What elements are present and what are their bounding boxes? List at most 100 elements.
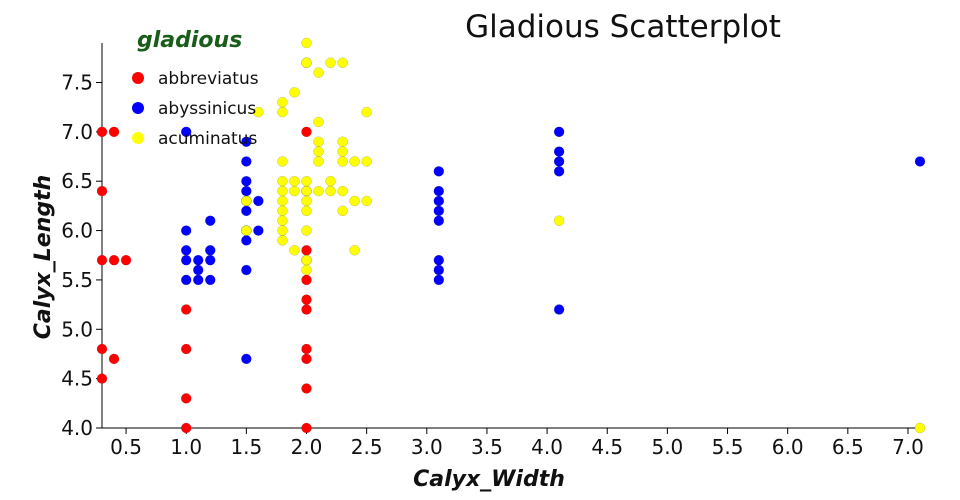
- data-point: [553, 126, 565, 138]
- x-tick-label: 2.5: [351, 435, 383, 459]
- data-point: [205, 254, 216, 266]
- data-point: [253, 106, 264, 118]
- data-point: [361, 106, 372, 118]
- data-point: [361, 156, 372, 167]
- axes: [101, 43, 920, 429]
- data-point: [253, 225, 264, 236]
- data-point: [313, 136, 324, 147]
- legend-marker: [132, 102, 144, 114]
- data-point: [180, 274, 192, 286]
- data-point: [301, 383, 312, 394]
- data-point: [192, 264, 204, 276]
- x-tick-label: 0.5: [110, 435, 142, 459]
- data-point: [313, 156, 324, 167]
- data-point: [325, 175, 336, 187]
- data-point: [433, 205, 445, 217]
- legend-label: abyssinicus: [158, 99, 256, 119]
- data-point: [301, 245, 312, 256]
- data-point: [301, 343, 312, 355]
- data-point: [553, 166, 565, 177]
- data-point: [180, 304, 192, 315]
- data-point: [349, 195, 360, 207]
- data-point: [433, 185, 445, 197]
- legend-marker: [132, 132, 144, 144]
- data-point: [180, 225, 192, 236]
- data-point: [277, 225, 288, 236]
- data-point: [289, 185, 300, 197]
- data-point: [301, 126, 312, 138]
- data-point: [313, 185, 324, 197]
- legend: gladious abbreviatus abyssinicus acuminatu…: [132, 28, 259, 149]
- data-point: [96, 343, 108, 355]
- data-point: [349, 245, 360, 256]
- x-tick-label: 3.5: [471, 435, 503, 459]
- data-point: [205, 245, 216, 256]
- data-point: [180, 245, 192, 256]
- data-point: [241, 195, 252, 207]
- series-abyssinicus: [180, 126, 926, 365]
- data-point: [277, 106, 288, 118]
- data-point: [325, 185, 336, 197]
- data-point: [180, 126, 192, 138]
- data-point: [914, 422, 926, 434]
- data-point: [96, 126, 108, 138]
- series-abbreviatus: [96, 126, 312, 434]
- data-point: [277, 195, 288, 207]
- x-tick-label: 7.0: [892, 435, 924, 459]
- y-axis-title: Calyx_Length: [31, 175, 56, 340]
- data-point: [337, 205, 348, 217]
- data-point: [253, 195, 264, 207]
- data-point: [289, 87, 300, 98]
- x-tick-label: 4.5: [591, 435, 623, 459]
- x-tick-label: 2.0: [291, 435, 323, 459]
- data-point: [277, 96, 288, 108]
- legend-items: abbreviatus abyssinicus acuminatus: [132, 69, 259, 149]
- data-point: [337, 156, 348, 167]
- data-point: [277, 175, 288, 187]
- data-point: [337, 57, 348, 68]
- data-point: [349, 156, 360, 167]
- x-axis-title: Calyx_Width: [413, 467, 565, 492]
- data-point: [301, 264, 312, 276]
- data-point: [96, 254, 108, 266]
- data-point: [301, 185, 312, 197]
- data-point: [120, 254, 132, 266]
- x-tick-label: 6.5: [832, 435, 864, 459]
- data-point: [241, 264, 252, 276]
- data-point: [301, 225, 312, 236]
- data-point: [241, 136, 252, 147]
- x-tick-label: 3.0: [411, 435, 443, 459]
- x-tick-label: 5.0: [651, 435, 683, 459]
- x-tick-label: 1.5: [230, 435, 262, 459]
- y-tick-label: 7.0: [61, 120, 93, 144]
- data-point: [241, 353, 252, 365]
- data-point: [301, 205, 312, 217]
- legend-label: acuminatus: [158, 129, 257, 149]
- data-point: [361, 195, 372, 207]
- data-point: [433, 254, 445, 266]
- data-point: [301, 254, 312, 266]
- data-point: [914, 156, 926, 167]
- x-tick-label: 6.0: [772, 435, 804, 459]
- data-point: [241, 185, 252, 197]
- data-point: [180, 393, 192, 404]
- data-point: [205, 274, 216, 286]
- data-point: [313, 116, 324, 128]
- data-point: [337, 136, 348, 147]
- data-point: [433, 264, 445, 276]
- y-tick-label: 6.0: [61, 219, 93, 243]
- data-point: [301, 57, 312, 68]
- data-point: [337, 146, 348, 157]
- data-point: [337, 185, 348, 197]
- y-tick-label: 4.0: [61, 416, 93, 440]
- data-point: [301, 274, 312, 286]
- data-point: [108, 353, 120, 365]
- data-point: [313, 146, 324, 157]
- data-point: [205, 215, 216, 226]
- data-point: [277, 156, 288, 167]
- y-tick-label: 5.0: [61, 317, 93, 341]
- x-tick-label: 1.0: [170, 435, 202, 459]
- data-point: [277, 205, 288, 217]
- data-point: [313, 67, 324, 78]
- y-tick-label: 6.5: [61, 169, 93, 193]
